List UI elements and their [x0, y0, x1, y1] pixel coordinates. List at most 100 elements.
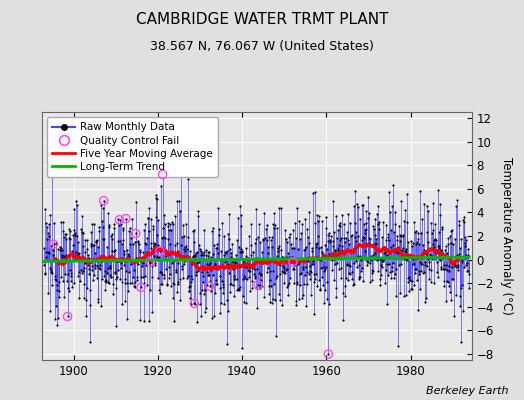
- Point: [259, 210, 268, 216]
- Point: [116, 221, 125, 227]
- Point: [427, 267, 435, 274]
- Point: [40, 262, 48, 269]
- Point: [279, 263, 287, 269]
- Point: [293, 246, 302, 252]
- Point: [421, 299, 429, 306]
- Point: [355, 276, 364, 282]
- Point: [230, 293, 238, 299]
- Point: [213, 281, 221, 287]
- Point: [231, 259, 239, 265]
- Point: [205, 272, 214, 278]
- Point: [357, 202, 366, 208]
- Point: [146, 286, 154, 293]
- Point: [168, 260, 176, 266]
- Point: [376, 276, 384, 282]
- Point: [290, 245, 299, 252]
- Point: [144, 215, 152, 221]
- Point: [462, 252, 470, 258]
- Point: [122, 216, 130, 222]
- Point: [126, 280, 134, 286]
- Point: [422, 229, 431, 236]
- Point: [270, 225, 278, 232]
- Point: [142, 241, 150, 248]
- Point: [400, 206, 409, 213]
- Point: [160, 275, 168, 281]
- Point: [369, 222, 377, 229]
- Point: [321, 225, 330, 231]
- Point: [319, 251, 328, 258]
- Point: [200, 227, 209, 234]
- Point: [177, 162, 185, 168]
- Point: [452, 292, 461, 298]
- Point: [45, 232, 53, 239]
- Point: [74, 239, 83, 245]
- Point: [41, 220, 50, 227]
- Point: [375, 282, 384, 289]
- Point: [40, 270, 49, 277]
- Point: [288, 253, 297, 260]
- Point: [260, 235, 269, 242]
- Point: [230, 276, 238, 282]
- Point: [337, 212, 346, 218]
- Point: [349, 248, 357, 254]
- Point: [55, 279, 63, 286]
- Point: [430, 244, 438, 250]
- Point: [70, 206, 78, 212]
- Point: [128, 216, 136, 222]
- Point: [204, 249, 213, 256]
- Point: [269, 268, 277, 275]
- Point: [188, 276, 196, 282]
- Point: [381, 279, 389, 286]
- Point: [156, 281, 165, 288]
- Point: [89, 221, 97, 227]
- Point: [316, 286, 324, 292]
- Point: [343, 229, 352, 235]
- Point: [126, 258, 135, 264]
- Point: [169, 258, 178, 264]
- Point: [399, 244, 407, 251]
- Point: [346, 263, 354, 270]
- Point: [264, 250, 272, 256]
- Point: [447, 276, 456, 282]
- Point: [405, 274, 413, 280]
- Point: [215, 232, 223, 238]
- Point: [381, 222, 390, 228]
- Point: [191, 271, 200, 278]
- Point: [417, 268, 425, 274]
- Point: [406, 276, 414, 283]
- Point: [120, 247, 128, 254]
- Point: [190, 301, 199, 307]
- Point: [418, 255, 426, 261]
- Point: [152, 232, 161, 238]
- Point: [159, 234, 168, 240]
- Point: [460, 264, 468, 270]
- Point: [187, 301, 195, 307]
- Point: [227, 259, 236, 265]
- Point: [344, 277, 352, 284]
- Point: [174, 198, 183, 204]
- Point: [150, 261, 159, 268]
- Point: [357, 256, 365, 262]
- Point: [277, 247, 285, 254]
- Point: [287, 241, 296, 247]
- Point: [357, 257, 366, 264]
- Point: [228, 265, 237, 271]
- Point: [412, 228, 421, 234]
- Point: [121, 280, 129, 286]
- Point: [402, 257, 411, 264]
- Point: [313, 212, 321, 218]
- Point: [52, 277, 60, 283]
- Point: [325, 250, 333, 257]
- Point: [130, 284, 139, 290]
- Point: [307, 268, 315, 275]
- Point: [352, 238, 360, 244]
- Point: [122, 268, 130, 274]
- Legend: Raw Monthly Data, Quality Control Fail, Five Year Moving Average, Long-Term Tren: Raw Monthly Data, Quality Control Fail, …: [47, 117, 219, 177]
- Point: [334, 266, 343, 272]
- Point: [208, 266, 216, 273]
- Point: [105, 280, 114, 287]
- Point: [196, 248, 205, 254]
- Point: [419, 242, 427, 248]
- Point: [181, 244, 189, 250]
- Point: [284, 292, 292, 298]
